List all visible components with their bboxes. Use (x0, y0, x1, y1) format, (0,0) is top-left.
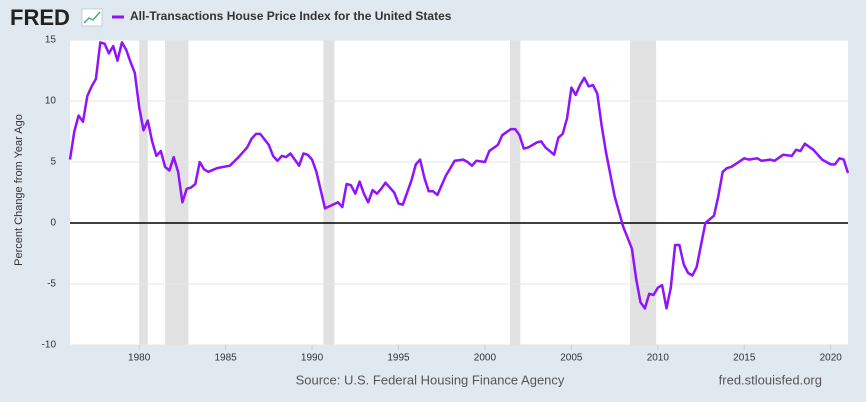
x-tick-label: 2005 (560, 353, 583, 364)
recession-band (510, 40, 521, 345)
y-tick-label: 10 (45, 96, 57, 107)
recession-band (165, 40, 189, 345)
y-axis-label: Percent Change from Year Ago (13, 114, 25, 266)
x-tick-label: 1990 (301, 353, 324, 364)
recession-band (630, 40, 657, 345)
x-tick-label: 2010 (647, 353, 670, 364)
x-tick-label: 1995 (387, 353, 410, 364)
x-tick-label: 2015 (733, 353, 756, 364)
logo-icon (81, 8, 103, 27)
legend-label: All-Transactions House Price Index for t… (130, 9, 452, 23)
x-tick-label: 2000 (474, 353, 497, 364)
x-tick-label: 2020 (820, 353, 843, 364)
logo: FRED (10, 5, 70, 30)
recession-band (323, 40, 335, 345)
x-tick-label: 1985 (214, 353, 237, 364)
y-tick-label: 15 (45, 35, 57, 46)
y-tick-label: -5 (47, 279, 56, 290)
site: fred.stlouisfed.org (719, 372, 822, 387)
y-tick-label: 0 (50, 218, 56, 229)
y-tick-label: 5 (50, 157, 56, 168)
data-line (68, 41, 850, 310)
source: Source: U.S. Federal Housing Finance Age… (296, 372, 565, 387)
x-tick-label: 1980 (128, 353, 151, 364)
recession-band (139, 40, 148, 345)
y-tick-label: -10 (42, 340, 57, 351)
